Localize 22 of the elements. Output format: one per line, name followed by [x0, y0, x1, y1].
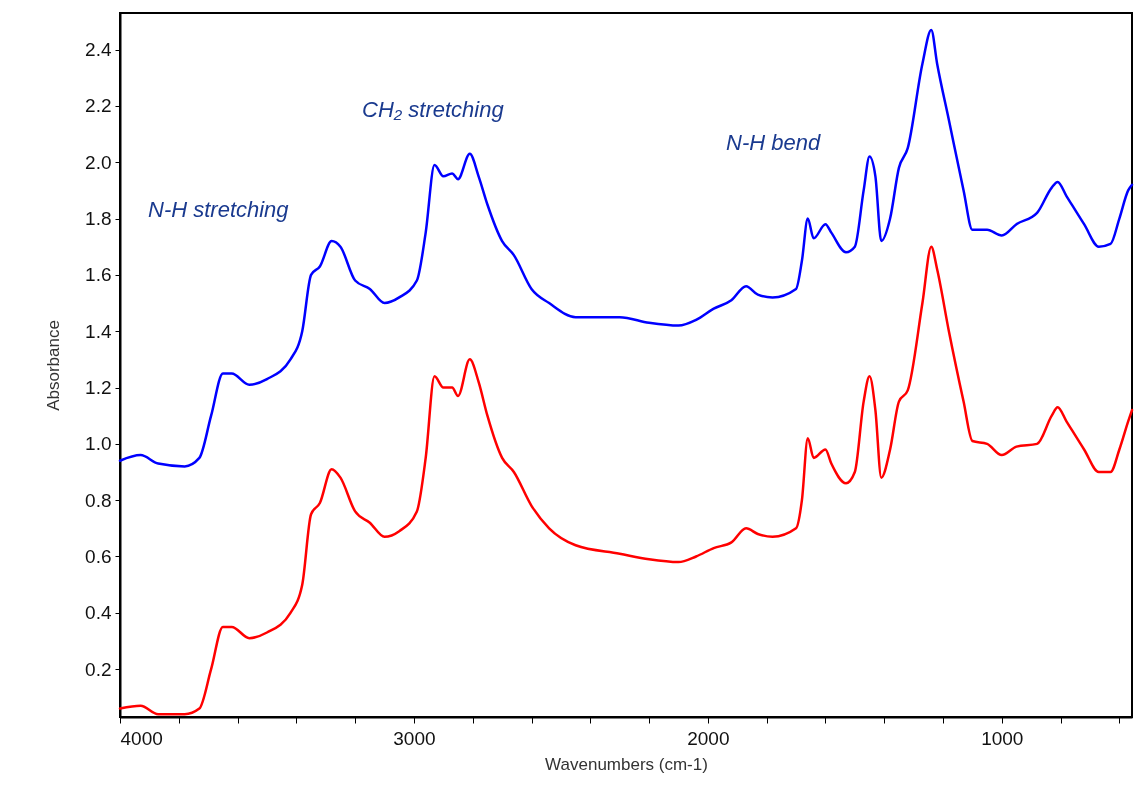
y-tick-label: 1.6: [85, 264, 112, 286]
x-tick-label: 4000: [120, 727, 163, 749]
y-tick-label: 0.4: [85, 602, 112, 624]
annotation: N-H bend: [726, 130, 821, 155]
y-tick-label: 1.4: [85, 320, 112, 342]
x-tick-label: 3000: [393, 727, 436, 749]
line-series: [118, 28, 1134, 468]
y-tick-label: 0.2: [85, 658, 112, 680]
y-tick-label: 0.6: [85, 545, 112, 567]
y-tick-label: 2.0: [85, 151, 112, 173]
y-axis-title: Absorbance: [44, 320, 64, 411]
annotation: N-H stretching: [148, 197, 290, 222]
y-tick-label: 1.8: [85, 208, 112, 230]
y-tick-label: 1.0: [85, 433, 112, 455]
annotation: CH₂ stretching: [362, 97, 505, 122]
y-tick-label: 2.4: [85, 39, 112, 61]
y-tick-label: 2.2: [85, 95, 112, 117]
x-tick-label: 1000: [981, 727, 1024, 749]
y-tick-label: 0.8: [85, 489, 112, 511]
x-axis-title: Wavenumbers (cm-1): [545, 754, 708, 774]
y-tick-label: 1.2: [85, 377, 112, 399]
x-tick-label: 2000: [687, 727, 730, 749]
